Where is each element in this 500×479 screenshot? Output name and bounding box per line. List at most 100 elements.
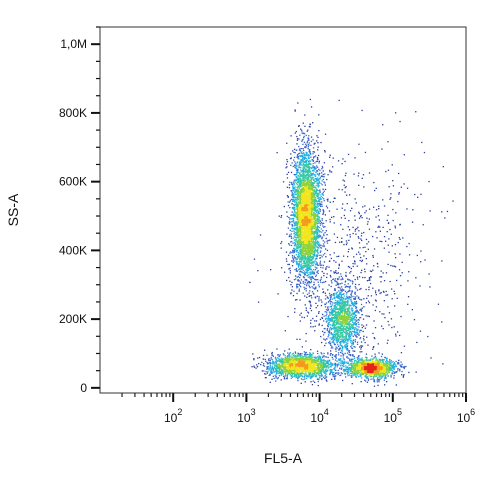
data-point <box>322 192 324 194</box>
data-point <box>328 318 330 320</box>
data-point <box>367 221 369 223</box>
data-point <box>275 377 277 379</box>
data-point <box>317 200 319 203</box>
data-point <box>294 244 296 246</box>
data-point <box>368 208 371 210</box>
data-point <box>342 327 345 329</box>
data-point <box>391 373 393 375</box>
data-point <box>390 369 392 371</box>
data-point <box>296 241 298 243</box>
data-point <box>352 265 354 268</box>
data-point <box>341 237 343 239</box>
data-point <box>321 256 323 258</box>
data-point <box>344 187 346 189</box>
data-point <box>402 376 404 378</box>
data-point <box>452 200 454 202</box>
data-point <box>275 359 277 361</box>
data-point <box>377 384 379 387</box>
data-point <box>286 161 289 163</box>
data-point <box>300 246 302 248</box>
data-point <box>314 156 316 158</box>
data-point <box>401 370 403 373</box>
data-point <box>301 164 304 166</box>
data-point <box>289 157 292 160</box>
data-point <box>280 360 283 363</box>
data-point <box>334 343 336 346</box>
data-point <box>358 211 360 213</box>
data-point <box>334 312 337 314</box>
data-point <box>303 288 306 290</box>
data-point <box>331 315 334 317</box>
data-point <box>295 215 297 218</box>
data-point <box>355 335 357 338</box>
data-point <box>297 153 300 155</box>
data-point <box>293 214 295 217</box>
data-point <box>308 135 310 137</box>
data-point <box>281 371 283 374</box>
data-point <box>359 298 361 300</box>
data-point <box>279 369 281 371</box>
data-point <box>363 372 365 375</box>
data-point <box>316 213 319 215</box>
data-point <box>299 162 301 164</box>
data-point <box>334 288 336 290</box>
data-point <box>323 176 325 178</box>
data-point <box>285 251 288 253</box>
data-point <box>303 179 306 181</box>
data-point <box>349 326 352 328</box>
data-point <box>296 138 299 140</box>
data-point <box>355 362 357 364</box>
data-point <box>389 198 391 200</box>
data-point <box>343 363 345 365</box>
data-point <box>315 160 317 163</box>
data-point <box>299 173 301 175</box>
data-point <box>342 301 344 303</box>
data-point <box>323 226 325 228</box>
data-point <box>358 217 361 219</box>
data-point <box>351 310 353 312</box>
data-point <box>271 354 273 357</box>
data-point <box>286 211 288 213</box>
data-point <box>338 337 340 340</box>
data-point <box>316 158 319 160</box>
data-point <box>309 162 311 165</box>
data-point <box>300 355 302 357</box>
data-point <box>348 313 350 315</box>
data-point <box>289 207 291 209</box>
data-point <box>299 174 302 176</box>
data-point <box>301 249 304 252</box>
data-point <box>321 236 323 238</box>
data-point <box>340 351 342 354</box>
data-point <box>291 199 293 201</box>
data-point <box>321 218 323 220</box>
data-point <box>365 380 367 382</box>
data-point <box>387 263 389 266</box>
data-point <box>305 353 307 356</box>
data-point <box>370 378 372 380</box>
data-point <box>320 198 323 200</box>
data-point <box>381 240 383 243</box>
data-point <box>314 168 316 170</box>
data-point <box>353 355 355 358</box>
data-point <box>301 355 303 357</box>
data-point <box>305 171 307 173</box>
data-point <box>265 370 267 373</box>
data-point <box>293 375 295 377</box>
data-point <box>309 167 311 169</box>
data-point <box>289 229 291 231</box>
data-point <box>336 327 338 329</box>
data-point <box>345 293 348 295</box>
data-point <box>317 218 319 220</box>
data-point <box>314 197 317 199</box>
data-point <box>399 368 401 370</box>
data-point <box>302 177 304 179</box>
data-point <box>320 266 322 269</box>
data-point <box>359 358 361 360</box>
data-point <box>354 228 357 230</box>
data-point <box>271 351 273 354</box>
data-point <box>391 288 393 290</box>
data-point <box>364 212 366 214</box>
data-point <box>316 235 318 238</box>
data-point <box>363 335 365 337</box>
data-point <box>340 224 342 226</box>
